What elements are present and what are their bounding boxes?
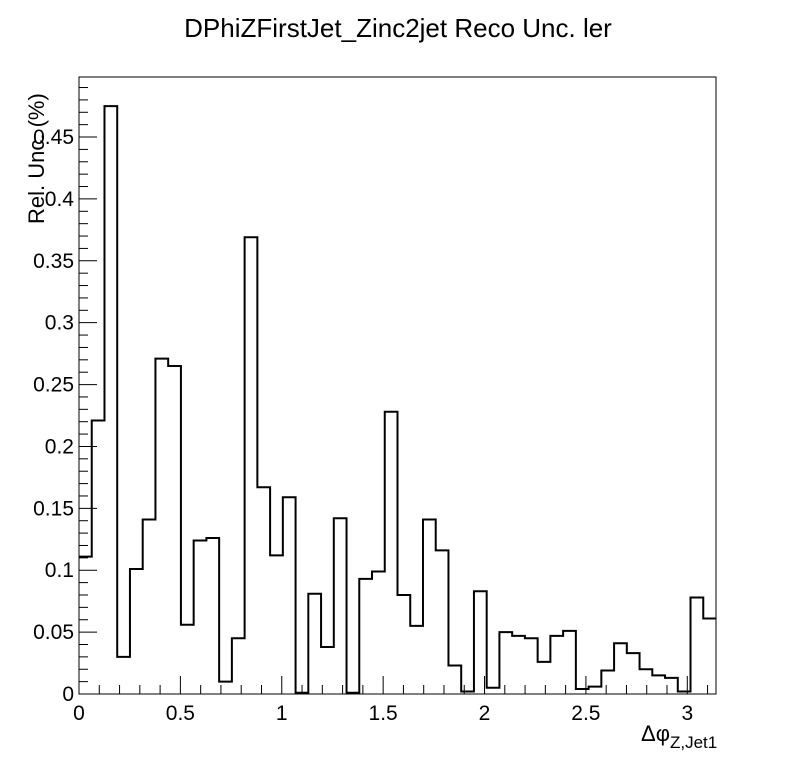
histogram-bin bbox=[423, 519, 436, 694]
histogram-bin bbox=[372, 571, 385, 694]
x-axis: 0 0.5 1 1.5 2 2.5 3 bbox=[73, 676, 709, 725]
y-axis-label: Rel. Unc. (%) bbox=[24, 93, 49, 224]
histogram-bin bbox=[691, 597, 704, 694]
y-tick-label: 0.15 bbox=[33, 497, 74, 520]
histogram-bin bbox=[487, 688, 500, 694]
histogram-bin bbox=[398, 595, 411, 694]
x-tick-label: 0.5 bbox=[166, 702, 195, 725]
y-tick-label: 0.3 bbox=[45, 312, 74, 335]
x-tick-label: 1 bbox=[276, 702, 288, 725]
histogram-bin bbox=[499, 632, 512, 694]
y-tick-label: 0.05 bbox=[33, 621, 74, 644]
histogram-bin bbox=[92, 420, 105, 694]
histogram-bin bbox=[194, 541, 207, 694]
histogram-bin bbox=[347, 693, 360, 694]
y-tick-label: 0 bbox=[62, 683, 74, 706]
histogram-series-line bbox=[79, 105, 716, 694]
x-tick-label: 2.5 bbox=[571, 702, 600, 725]
histogram-bin bbox=[640, 669, 653, 694]
histogram-bin bbox=[703, 618, 716, 694]
histogram-bin bbox=[627, 653, 640, 694]
histogram-bin bbox=[512, 636, 525, 694]
histogram-bin bbox=[665, 678, 678, 694]
x-tick-label: 3 bbox=[681, 702, 693, 725]
histogram-bin bbox=[219, 682, 232, 694]
histogram-bin bbox=[321, 647, 334, 694]
x-axis-label-main: Δφ bbox=[641, 721, 670, 746]
histogram-bin bbox=[525, 638, 538, 694]
y-tick-label: 0.35 bbox=[33, 250, 74, 273]
x-tick-label: 1.5 bbox=[369, 702, 398, 725]
y-tick-label: 0.1 bbox=[45, 559, 74, 582]
y-tick-label: 0.4 bbox=[45, 188, 75, 211]
histogram-bin bbox=[550, 636, 563, 694]
histogram-bin bbox=[334, 518, 347, 694]
histogram-bin bbox=[652, 675, 665, 694]
histogram-bin bbox=[117, 657, 130, 694]
histogram-bin bbox=[563, 631, 576, 694]
histogram-bin bbox=[410, 626, 423, 694]
histogram-bin bbox=[474, 591, 487, 694]
histogram-bin bbox=[614, 643, 627, 694]
histogram-bin bbox=[538, 662, 551, 694]
histogram-bin bbox=[270, 555, 283, 694]
histogram-bin bbox=[245, 237, 258, 694]
histogram-bin bbox=[296, 693, 309, 694]
histogram-bin bbox=[601, 670, 614, 694]
histogram-bin bbox=[155, 359, 168, 694]
plot-frame bbox=[78, 76, 717, 695]
histogram-bin bbox=[385, 412, 398, 694]
histogram-bin bbox=[181, 625, 194, 694]
histogram-bin bbox=[678, 692, 691, 694]
histogram-bin bbox=[257, 487, 270, 694]
y-tick-label: 0.2 bbox=[45, 435, 74, 458]
histogram-bin bbox=[359, 579, 372, 694]
histogram-bin bbox=[79, 557, 92, 694]
histogram-bin bbox=[436, 550, 449, 694]
histogram-bin bbox=[448, 666, 461, 694]
histogram-bin bbox=[283, 497, 296, 694]
x-axis-label: ΔφZ,Jet1 bbox=[641, 721, 717, 752]
histogram-bin bbox=[589, 687, 602, 694]
x-tick-label: 0 bbox=[73, 702, 85, 725]
histogram-bin bbox=[104, 106, 117, 694]
x-tick-label: 2 bbox=[479, 702, 491, 725]
y-tick-label: 0.25 bbox=[33, 374, 74, 397]
y-tick-label: 0.45 bbox=[33, 126, 74, 149]
histogram-bin bbox=[576, 689, 589, 694]
histogram-bin bbox=[168, 366, 181, 694]
x-axis-label-subscript: Z,Jet1 bbox=[670, 733, 717, 752]
histogram-bin bbox=[232, 638, 245, 694]
histogram-bin bbox=[308, 594, 321, 694]
histogram-bin bbox=[461, 692, 474, 694]
y-axis: 0 0.05 0.1 0.15 0.2 0.25 0.3 0.35 0.4 0.45 bbox=[33, 87, 97, 706]
histogram-bin bbox=[206, 538, 219, 694]
chart-title: DPhiZFirstJet_Zinc2jet Reco Unc. ler bbox=[184, 13, 612, 43]
histogram-bin bbox=[130, 569, 143, 694]
histogram-bin bbox=[143, 519, 156, 694]
